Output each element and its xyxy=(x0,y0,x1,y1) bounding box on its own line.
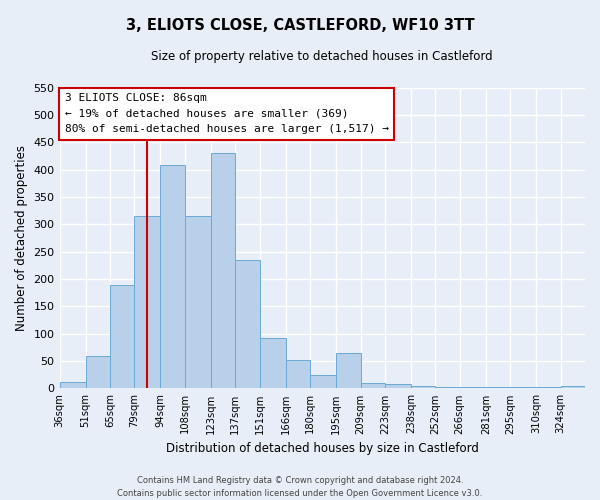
Bar xyxy=(336,353,361,388)
Bar xyxy=(235,260,260,388)
Bar xyxy=(536,387,560,388)
Text: Contains HM Land Registry data © Crown copyright and database right 2024.
Contai: Contains HM Land Registry data © Crown c… xyxy=(118,476,482,498)
Bar xyxy=(436,387,460,388)
Title: Size of property relative to detached houses in Castleford: Size of property relative to detached ho… xyxy=(151,50,493,63)
Bar xyxy=(110,284,134,389)
Bar xyxy=(460,387,486,388)
Y-axis label: Number of detached properties: Number of detached properties xyxy=(15,145,28,331)
Bar xyxy=(286,360,310,388)
Text: 3, ELIOTS CLOSE, CASTLEFORD, WF10 3TT: 3, ELIOTS CLOSE, CASTLEFORD, WF10 3TT xyxy=(125,18,475,32)
Bar xyxy=(134,216,160,388)
Bar xyxy=(185,216,211,388)
X-axis label: Distribution of detached houses by size in Castleford: Distribution of detached houses by size … xyxy=(166,442,479,455)
Bar xyxy=(310,375,336,388)
Bar xyxy=(260,338,286,388)
Bar xyxy=(59,382,86,388)
Bar xyxy=(86,356,110,388)
Bar xyxy=(411,386,436,388)
Text: 3 ELIOTS CLOSE: 86sqm
← 19% of detached houses are smaller (369)
80% of semi-det: 3 ELIOTS CLOSE: 86sqm ← 19% of detached … xyxy=(65,93,389,134)
Bar xyxy=(385,384,411,388)
Bar xyxy=(160,166,185,388)
Bar xyxy=(211,154,235,388)
Bar xyxy=(361,383,385,388)
Bar xyxy=(560,386,585,388)
